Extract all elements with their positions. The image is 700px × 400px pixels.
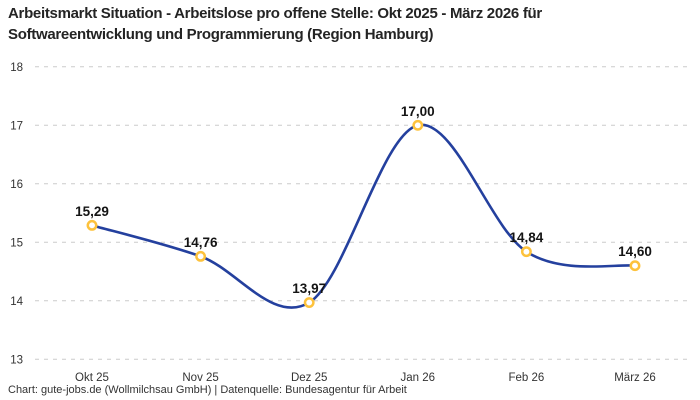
data-point (195, 250, 207, 262)
y-tick-label: 15 (10, 237, 23, 249)
x-tick-label: Feb 26 (508, 372, 544, 384)
y-axis-labels: 13 14 15 16 17 18 (10, 62, 23, 366)
data-point (412, 119, 424, 131)
x-tick-label: Okt 25 (75, 372, 109, 384)
data-point-label: 13,97 (292, 281, 326, 296)
gridlines (35, 66, 688, 360)
data-point-label: 17,00 (401, 104, 435, 119)
x-tick-label: Nov 25 (182, 372, 218, 384)
x-tick-label: Dez 25 (291, 372, 327, 384)
data-line (90, 123, 637, 309)
y-tick-label: 17 (10, 120, 23, 132)
y-tick-label: 18 (10, 62, 23, 74)
y-tick-label: 13 (10, 354, 23, 366)
x-tick-label: März 26 (614, 372, 656, 384)
x-tick-label: Jan 26 (401, 372, 436, 384)
chart-title: Arbeitsmarkt Situation - Arbeitslose pro… (8, 5, 542, 43)
x-axis-labels: Okt 25 Nov 25 Dez 25 Jan 26 Feb 26 März 26 (75, 372, 656, 384)
data-point-label: 14,76 (184, 235, 218, 250)
data-point-labels: 15,29 14,76 13,97 17,00 14,84 14,60 (75, 104, 652, 296)
chart-attribution: Chart: gute-jobs.de (Wollmilchsau GmbH) … (8, 384, 407, 396)
data-points (86, 119, 641, 309)
y-tick-label: 16 (10, 179, 23, 191)
data-point (303, 297, 315, 309)
data-point-label: 15,29 (75, 204, 109, 219)
data-point (86, 219, 98, 231)
data-point (629, 260, 641, 272)
data-point-label: 14,60 (618, 244, 652, 259)
data-point (520, 246, 532, 258)
data-point-label: 14,84 (510, 230, 544, 245)
y-tick-label: 14 (10, 296, 23, 308)
